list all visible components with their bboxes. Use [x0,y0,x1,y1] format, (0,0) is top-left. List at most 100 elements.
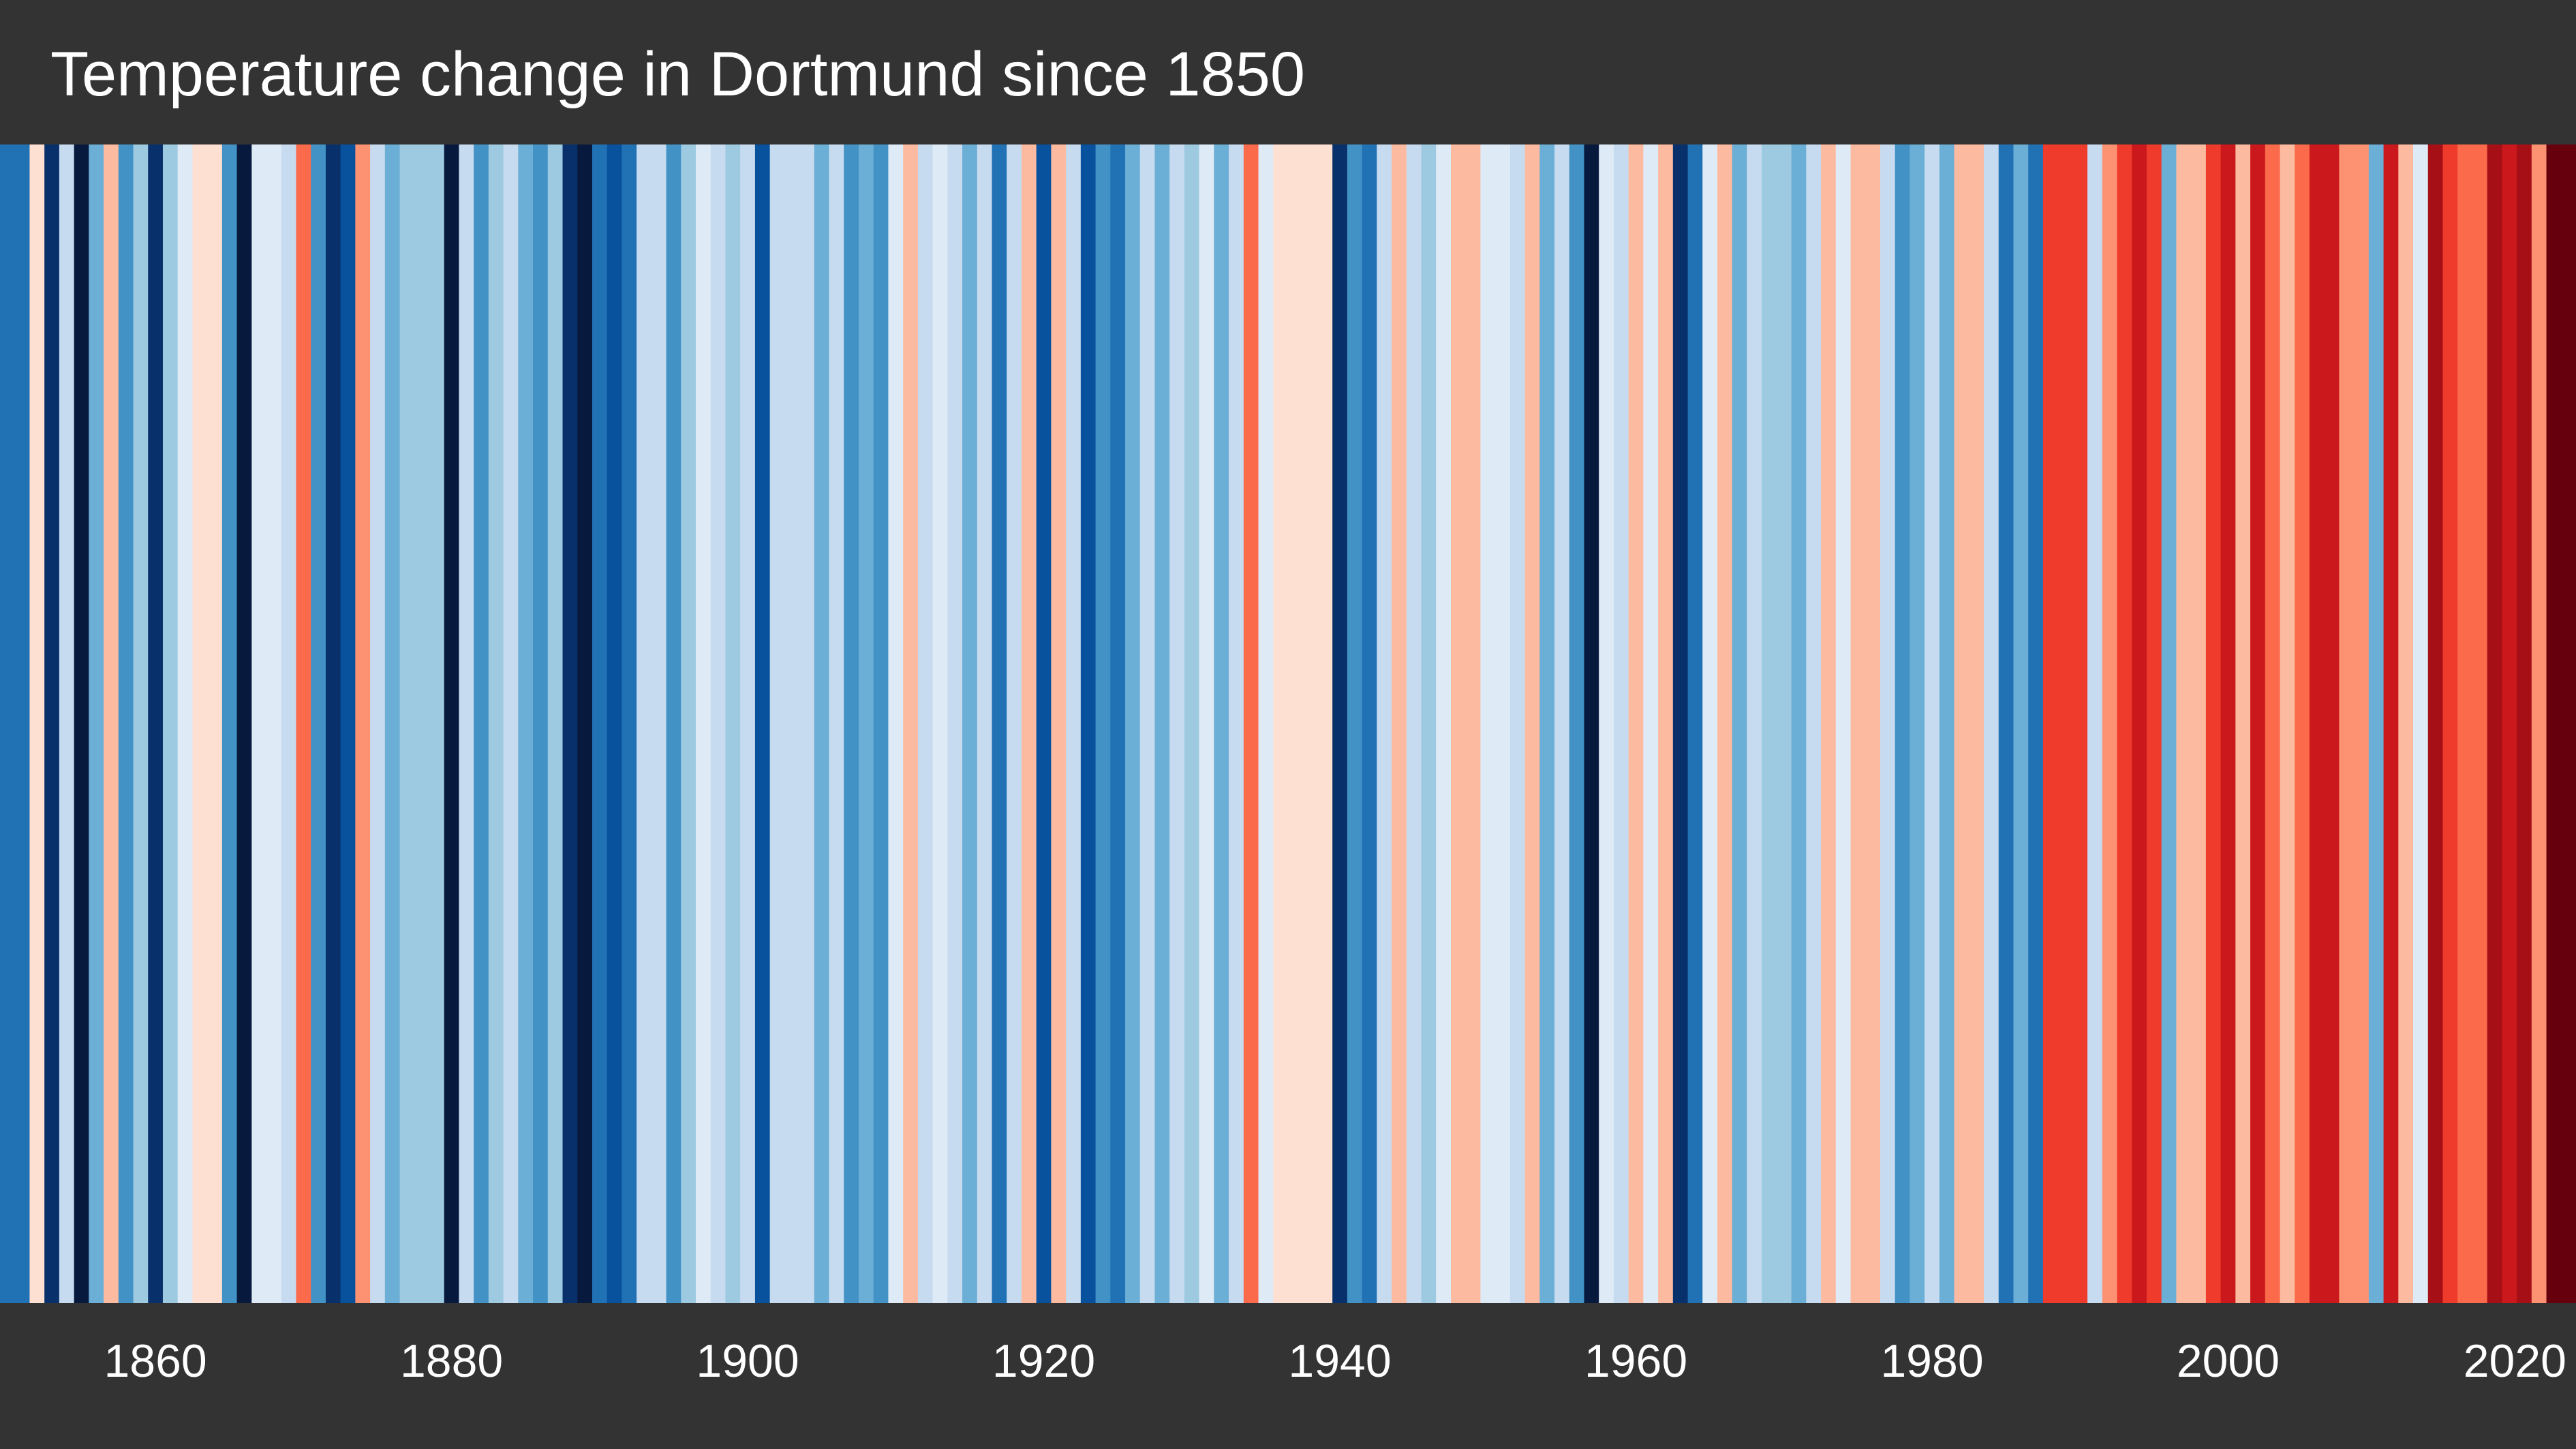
stripe-1899 [725,144,741,1303]
stripe-1858 [118,144,134,1303]
stripe-1945 [1406,144,1422,1303]
x-tick-label: 1860 [104,1335,206,1387]
stripe-2011 [2383,144,2399,1303]
stripe-2022 [2546,144,2562,1303]
stripe-1892 [622,144,637,1303]
stripes-group [0,144,2576,1303]
x-tick-label: 1880 [400,1335,503,1387]
stripe-1868 [266,144,282,1303]
stripe-1851 [14,144,31,1303]
stripe-1923 [1080,144,1097,1303]
stripe-1935 [1258,144,1274,1303]
x-axis-ticks: 1860 1880 1900 1920 1940 1960 1980 2000 2020 [104,1335,2566,1387]
stripe-1881 [459,144,474,1303]
stripe-2007 [2324,144,2340,1303]
stripe-1996 [2161,144,2177,1303]
x-tick-label: 1940 [1288,1335,1391,1387]
stripe-1985 [1998,144,2014,1303]
stripe-1871 [311,144,326,1303]
stripe-1886 [533,144,549,1303]
stripe-1936 [1273,144,1289,1303]
stripe-2020 [2517,144,2532,1303]
stripe-1992 [2102,144,2118,1303]
stripe-1980 [1925,144,1940,1303]
stripe-1905 [814,144,830,1303]
stripe-1976 [1865,144,1881,1303]
stripe-1884 [503,144,519,1303]
stripe-1897 [696,144,711,1303]
stripe-1948 [1450,144,1467,1303]
stripe-1894 [651,144,667,1303]
stripe-1955 [1554,144,1570,1303]
stripe-1885 [518,144,534,1303]
stripe-1880 [444,144,460,1303]
x-tick-label: 1980 [1880,1335,1983,1387]
stripe-1978 [1895,144,1911,1303]
stripe-1930 [1184,144,1200,1303]
stripe-1857 [104,144,119,1303]
stripe-1984 [1984,144,1999,1303]
stripe-1926 [1125,144,1141,1303]
stripe-2000 [2220,144,2236,1303]
stripe-2023 [2561,144,2576,1303]
stripe-1854 [59,144,75,1303]
chart-title: Temperature change in Dortmund since 185… [50,40,1305,109]
stripe-1904 [799,144,815,1303]
x-tick-label: 1920 [992,1335,1095,1387]
stripe-1946 [1421,144,1437,1303]
stripe-1971 [1791,144,1807,1303]
stripe-1999 [2205,144,2222,1303]
stripe-1879 [429,144,445,1303]
stripe-1903 [784,144,800,1303]
stripe-1950 [1480,144,1496,1303]
stripe-2012 [2398,144,2414,1303]
stripe-1962 [1658,144,1674,1303]
stripe-1856 [89,144,104,1303]
stripe-1878 [414,144,430,1303]
stripe-2021 [2531,144,2547,1303]
x-tick-label: 2020 [2464,1335,2566,1387]
stripe-1919 [1021,144,1037,1303]
stripe-1958 [1599,144,1614,1303]
stripe-1853 [44,144,60,1303]
stripe-1913 [932,144,948,1303]
stripe-1915 [962,144,978,1303]
stripe-1974 [1835,144,1852,1303]
stripe-1883 [488,144,504,1303]
stripe-1951 [1495,144,1511,1303]
stripe-1873 [340,144,356,1303]
stripe-1954 [1539,144,1555,1303]
stripe-1889 [577,144,593,1303]
stripe-1941 [1347,144,1363,1303]
stripe-1987 [2028,144,2044,1303]
stripe-1940 [1332,144,1348,1303]
stripe-1972 [1806,144,1822,1303]
stripe-1863 [192,144,208,1303]
stripe-1864 [207,144,223,1303]
stripe-1998 [2191,144,2207,1303]
stripe-1949 [1465,144,1482,1303]
stripe-1887 [547,144,564,1303]
stripe-1979 [1910,144,1925,1303]
stripe-1898 [710,144,726,1303]
stripe-1882 [474,144,489,1303]
stripe-1906 [829,144,844,1303]
stripe-1982 [1954,144,1969,1303]
stripe-1895 [666,144,681,1303]
stripe-1973 [1821,144,1837,1303]
stripe-1861 [162,144,179,1303]
stripe-1920 [1036,144,1052,1303]
stripe-1960 [1628,144,1644,1303]
stripe-2008 [2339,144,2355,1303]
stripe-1928 [1154,144,1170,1303]
stripe-1907 [844,144,859,1303]
stripe-1866 [236,144,252,1303]
stripe-1933 [1229,144,1244,1303]
stripe-1910 [888,144,904,1303]
stripe-1970 [1776,144,1792,1303]
stripe-1927 [1139,144,1156,1303]
stripe-1969 [1762,144,1777,1303]
stripe-1942 [1362,144,1377,1303]
stripe-1918 [1007,144,1022,1303]
